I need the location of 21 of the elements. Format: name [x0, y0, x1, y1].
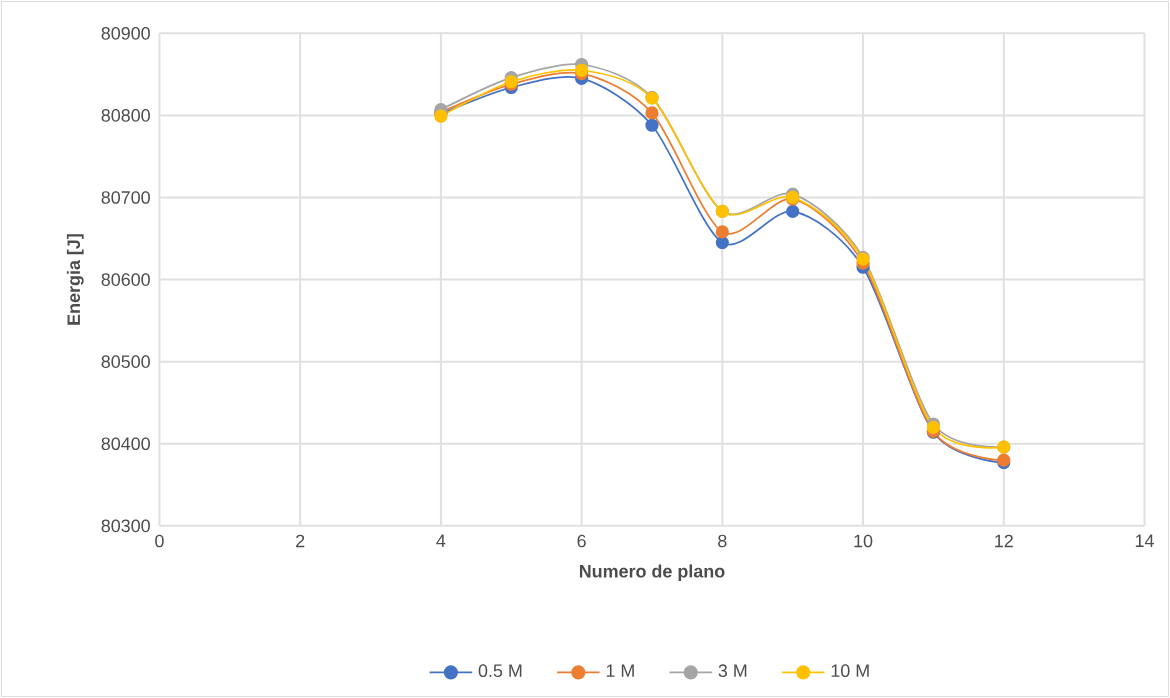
x-tick-label: 10	[854, 534, 873, 548]
y-tick-label: 80700	[101, 191, 150, 204]
x-tick-label: 14	[1135, 534, 1154, 547]
legend-label: 1 M	[606, 664, 634, 677]
x-tick-label: 4	[436, 534, 446, 547]
y-tick-label: 80600	[101, 273, 150, 286]
y-tick-label: 80800	[101, 109, 150, 122]
legend-label: 0.5 M	[478, 664, 522, 677]
y-tick-label: 80400	[101, 437, 150, 451]
legend-label: 3 M	[718, 664, 747, 677]
y-tick-label: 80300	[101, 519, 150, 533]
y-tick-label: 80900	[101, 26, 150, 40]
x-tick-label: 0	[155, 534, 164, 548]
y-tick-label: 80500	[101, 355, 150, 368]
x-axis-title: Numero de plano	[579, 564, 725, 582]
legend-label: 10 M	[831, 664, 869, 677]
x-tick-label: 6	[577, 534, 586, 548]
x-tick-label: 8	[718, 534, 727, 548]
x-tick-label: 2	[296, 534, 305, 548]
x-tick-label: 12	[995, 534, 1013, 548]
y-axis-title: Energia [J]	[66, 234, 84, 325]
